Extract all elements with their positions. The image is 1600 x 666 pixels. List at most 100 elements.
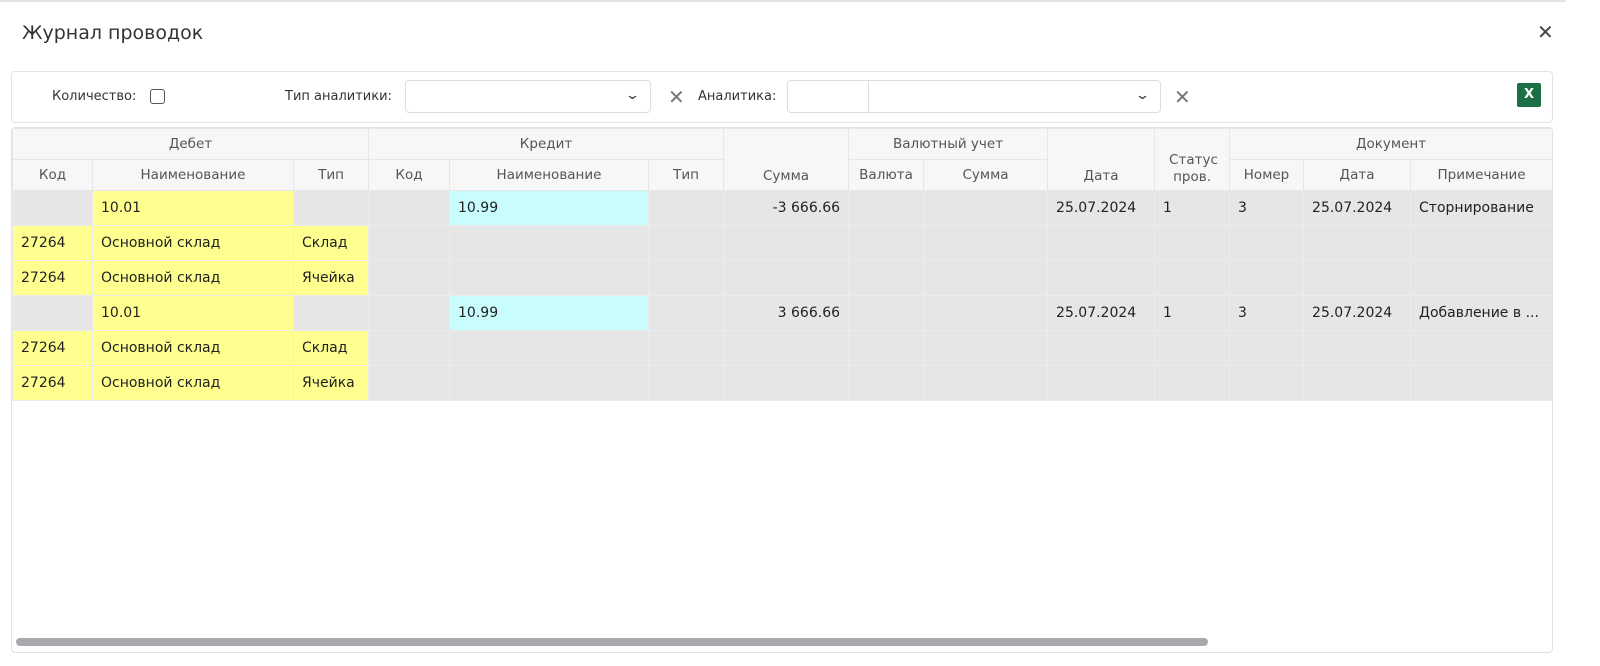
table-cell[interactable]	[848, 225, 925, 261]
table-cell[interactable]	[923, 295, 1049, 331]
table-cell[interactable]: Основной склад	[92, 225, 294, 261]
table-cell[interactable]	[1410, 225, 1552, 261]
table-cell[interactable]	[1303, 365, 1412, 401]
table-cell[interactable]	[648, 190, 725, 226]
col-debit-name[interactable]: Наименование	[92, 159, 294, 191]
col-date[interactable]: Дата	[1047, 128, 1156, 191]
analytics-select[interactable]: ⌄	[787, 80, 1161, 113]
table-cell[interactable]: Склад	[292, 225, 370, 261]
table-cell[interactable]: Сторнирование	[1410, 190, 1552, 226]
table-cell[interactable]	[1154, 260, 1231, 296]
table-cell[interactable]	[1229, 225, 1305, 261]
table-cell[interactable]	[648, 330, 725, 366]
col-debit-code[interactable]: Код	[12, 159, 93, 191]
table-cell[interactable]: Склад	[292, 330, 370, 366]
table-cell[interactable]	[368, 260, 451, 296]
table-cell[interactable]: Ячейка	[292, 260, 370, 296]
close-icon[interactable]: ✕	[1537, 20, 1554, 44]
table-cell[interactable]	[848, 190, 925, 226]
table-cell[interactable]	[848, 330, 925, 366]
clear-analytics-icon[interactable]: ✕	[1174, 85, 1191, 109]
table-cell[interactable]: -3 666.66	[723, 190, 850, 226]
table-cell[interactable]	[1047, 225, 1156, 261]
table-cell[interactable]	[848, 295, 925, 331]
col-status[interactable]: Статус пров.	[1154, 128, 1231, 191]
table-cell[interactable]	[1410, 260, 1552, 296]
table-cell[interactable]	[368, 225, 451, 261]
table-cell[interactable]	[292, 295, 370, 331]
table-cell[interactable]	[1154, 225, 1231, 261]
table-cell[interactable]	[648, 295, 725, 331]
table-row[interactable]: 27264 Основной склад Склад	[12, 225, 1552, 261]
table-row[interactable]: 27264 Основной склад Ячейка	[12, 260, 1552, 296]
table-cell[interactable]	[723, 330, 850, 366]
col-doc-note[interactable]: Примечание	[1410, 159, 1552, 191]
table-cell[interactable]	[1229, 260, 1305, 296]
table-cell[interactable]	[848, 260, 925, 296]
table-cell[interactable]: 3 666.66	[723, 295, 850, 331]
table-cell[interactable]	[368, 330, 451, 366]
table-cell[interactable]	[368, 365, 451, 401]
table-cell[interactable]: Добавление в ...	[1410, 295, 1552, 331]
table-cell[interactable]	[1410, 330, 1552, 366]
table-cell[interactable]	[1229, 330, 1305, 366]
table-cell[interactable]: 10.01	[92, 295, 294, 331]
table-cell[interactable]	[368, 295, 451, 331]
table-cell[interactable]: 1	[1154, 295, 1231, 331]
table-cell[interactable]	[1154, 365, 1231, 401]
table-cell[interactable]	[1154, 330, 1231, 366]
table-cell[interactable]: 25.07.2024	[1047, 190, 1156, 226]
col-sum[interactable]: Сумма	[723, 128, 850, 191]
table-row[interactable]: 27264 Основной склад Ячейка	[12, 365, 1552, 401]
col-debit-type[interactable]: Тип	[292, 159, 370, 191]
table-cell[interactable]: 3	[1229, 295, 1305, 331]
table-cell[interactable]: Основной склад	[92, 330, 294, 366]
table-cell[interactable]	[648, 225, 725, 261]
table-cell[interactable]: Основной склад	[92, 365, 294, 401]
table-cell[interactable]	[1303, 260, 1412, 296]
table-cell[interactable]	[923, 330, 1049, 366]
table-cell[interactable]	[923, 260, 1049, 296]
table-cell[interactable]	[449, 225, 650, 261]
col-doc-date[interactable]: Дата	[1303, 159, 1412, 191]
table-cell[interactable]	[723, 365, 850, 401]
table-cell[interactable]: 10.99	[449, 190, 650, 226]
table-cell[interactable]	[449, 330, 650, 366]
table-cell[interactable]	[848, 365, 925, 401]
table-cell[interactable]: 27264	[12, 260, 93, 296]
table-cell[interactable]	[292, 190, 370, 226]
table-cell[interactable]	[648, 260, 725, 296]
table-cell[interactable]: 25.07.2024	[1303, 295, 1412, 331]
table-row[interactable]: 10.01 10.99 3 666.66 25.07.2024 1 3 25.07.2024…	[12, 295, 1552, 331]
table-row[interactable]: 10.01 10.99 -3 666.66 25.07.2024 1 3 25.07.202…	[12, 190, 1552, 226]
clear-analytics-type-icon[interactable]: ✕	[668, 85, 685, 109]
table-cell[interactable]	[449, 365, 650, 401]
col-currency[interactable]: Валюта	[848, 159, 925, 191]
table-cell[interactable]	[368, 190, 451, 226]
table-cell[interactable]: Ячейка	[292, 365, 370, 401]
table-cell[interactable]: 27264	[12, 330, 93, 366]
analytics-type-select[interactable]: ⌄	[405, 80, 651, 113]
col-credit-name[interactable]: Наименование	[449, 159, 650, 191]
table-cell[interactable]	[1047, 330, 1156, 366]
table-cell[interactable]: 3	[1229, 190, 1305, 226]
table-cell[interactable]	[923, 365, 1049, 401]
col-credit-code[interactable]: Код	[368, 159, 451, 191]
table-cell[interactable]	[12, 190, 93, 226]
table-cell[interactable]	[723, 225, 850, 261]
horizontal-scrollbar[interactable]	[16, 638, 1208, 646]
table-cell[interactable]: 27264	[12, 225, 93, 261]
table-cell[interactable]: 10.01	[92, 190, 294, 226]
table-cell[interactable]	[1303, 330, 1412, 366]
table-cell[interactable]	[1229, 365, 1305, 401]
table-cell[interactable]	[723, 260, 850, 296]
col-credit-type[interactable]: Тип	[648, 159, 725, 191]
col-currency-sum[interactable]: Сумма	[923, 159, 1049, 191]
table-cell[interactable]: 27264	[12, 365, 93, 401]
table-cell[interactable]: 10.99	[449, 295, 650, 331]
table-cell[interactable]	[449, 260, 650, 296]
table-cell[interactable]: 1	[1154, 190, 1231, 226]
table-cell[interactable]	[1303, 225, 1412, 261]
table-cell[interactable]: Основной склад	[92, 260, 294, 296]
table-cell[interactable]: 25.07.2024	[1047, 295, 1156, 331]
